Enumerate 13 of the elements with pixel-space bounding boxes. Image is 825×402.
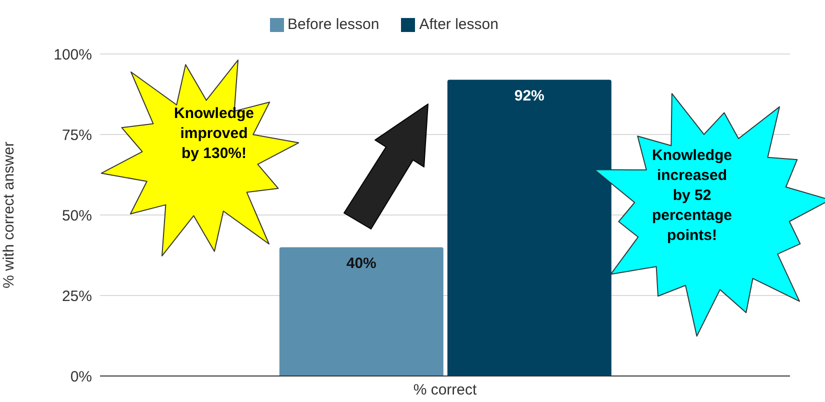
y-tick-label: 75% [62,126,92,144]
data-label: 92% [514,87,544,104]
y-tick-label: 50% [62,207,92,224]
legend-label: After lesson [419,16,498,33]
x-tick-label: % correct [413,382,478,399]
legend-label: Before lesson [288,16,380,33]
data-label: 40% [346,254,376,272]
annotation: Knowledge increased by 52 percentage points! [652,147,732,244]
y-tick-label: 25% [62,288,92,305]
y-axis-title: % with correct answer [0,142,18,288]
annotation: Knowledge improved by 130%! [174,105,254,162]
y-tick-label: 100% [54,46,92,64]
y-tick-label: 0% [70,368,92,386]
